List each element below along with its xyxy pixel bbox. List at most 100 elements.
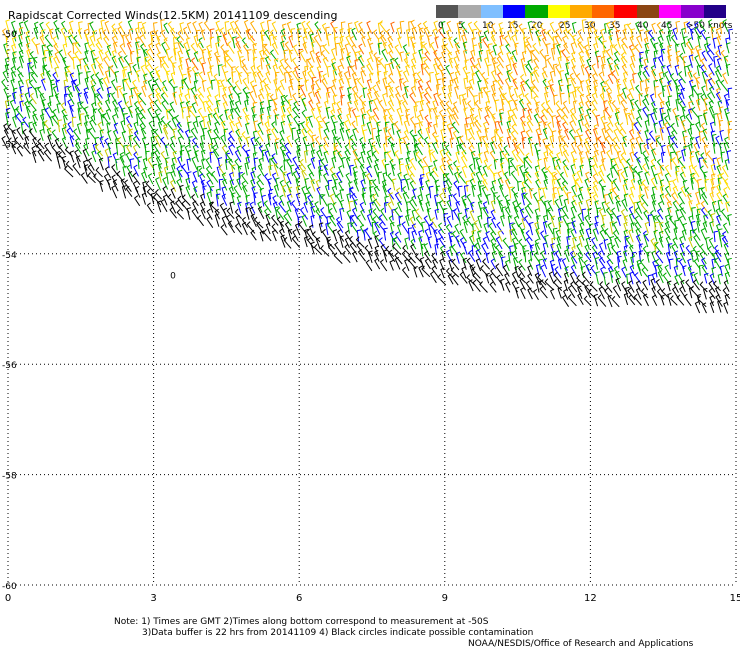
wind-barb bbox=[462, 257, 468, 270]
wind-barb bbox=[535, 101, 540, 113]
wind-barb bbox=[629, 271, 634, 285]
wind-barb bbox=[18, 55, 24, 69]
wind-barb bbox=[570, 264, 578, 277]
wind-barb bbox=[619, 92, 628, 104]
wind-barb bbox=[228, 130, 235, 142]
wind-barb bbox=[369, 193, 375, 206]
wind-barb bbox=[594, 35, 600, 49]
wind-barb bbox=[440, 68, 446, 83]
wind-barb bbox=[366, 155, 372, 169]
wind-barb bbox=[331, 156, 336, 169]
wind-barb bbox=[541, 108, 548, 121]
wind-barb bbox=[524, 167, 532, 178]
wind-barb bbox=[542, 127, 548, 140]
wind-barb bbox=[546, 29, 554, 41]
wind-barb bbox=[567, 228, 572, 241]
wind-barb bbox=[675, 43, 680, 55]
y-tick-label: -54 bbox=[2, 251, 17, 261]
wind-barb bbox=[494, 128, 499, 142]
wind-barb bbox=[653, 42, 659, 55]
wind-barb bbox=[299, 49, 307, 63]
wind-barb bbox=[145, 180, 155, 193]
wind-barb bbox=[584, 122, 592, 135]
wind-barb bbox=[431, 166, 439, 178]
wind-barb bbox=[196, 165, 202, 177]
wind-barb bbox=[486, 49, 491, 63]
wind-barb bbox=[155, 92, 162, 105]
wind-barb bbox=[187, 88, 192, 99]
wind-barb bbox=[674, 219, 679, 233]
wind-barb bbox=[537, 158, 542, 170]
x-tick-label: 0 bbox=[5, 593, 11, 604]
wind-barb bbox=[46, 44, 53, 56]
wind-barb bbox=[207, 113, 213, 126]
wind-barb bbox=[316, 149, 322, 162]
wind-barb bbox=[119, 151, 125, 163]
wind-barb bbox=[716, 164, 722, 178]
wind-barb bbox=[619, 157, 627, 171]
wind-barb bbox=[393, 236, 402, 250]
wind-barb bbox=[635, 136, 642, 150]
wind-barb bbox=[106, 122, 111, 134]
wind-barb bbox=[634, 215, 642, 229]
wind-barb bbox=[426, 207, 432, 221]
wind-barb bbox=[257, 163, 265, 177]
wind-barb bbox=[602, 40, 607, 54]
annotation-label: 0 bbox=[170, 272, 176, 282]
wind-barb bbox=[192, 120, 199, 134]
wind-barb bbox=[615, 200, 621, 212]
wind-barb bbox=[39, 128, 44, 142]
wind-barb bbox=[454, 63, 461, 76]
wind-barb bbox=[612, 229, 622, 243]
wind-barb bbox=[665, 236, 672, 249]
wind-barb bbox=[561, 106, 569, 119]
wind-barb bbox=[550, 215, 556, 228]
wind-barb bbox=[327, 243, 336, 256]
wind-barb bbox=[116, 85, 121, 98]
wind-barb bbox=[569, 271, 577, 285]
wind-barb bbox=[10, 65, 17, 77]
wind-barb bbox=[722, 19, 729, 33]
wind-barb bbox=[561, 185, 569, 198]
wind-barb bbox=[524, 205, 532, 219]
wind-barb bbox=[607, 242, 612, 255]
wind-barb bbox=[15, 105, 24, 119]
wind-barb bbox=[170, 135, 176, 148]
wind-barb bbox=[463, 107, 468, 120]
wind-barb bbox=[271, 214, 279, 226]
wind-barb bbox=[598, 256, 606, 269]
wind-barb bbox=[574, 135, 579, 147]
wind-barb bbox=[623, 166, 629, 178]
wind-barb bbox=[664, 221, 671, 234]
wind-barb bbox=[509, 222, 514, 235]
wind-barb bbox=[224, 109, 229, 120]
wind-barb bbox=[504, 206, 512, 219]
wind-barb bbox=[702, 221, 708, 233]
wind-barb bbox=[213, 127, 221, 140]
wind-barb bbox=[484, 77, 489, 90]
wind-barb bbox=[218, 114, 226, 126]
wind-barb bbox=[523, 215, 532, 229]
wind-barb bbox=[499, 150, 505, 162]
wind-barb bbox=[654, 264, 660, 278]
wind-barb bbox=[372, 150, 379, 162]
wind-barb bbox=[126, 164, 134, 178]
wind-barb bbox=[14, 136, 24, 149]
wind-barb bbox=[623, 193, 629, 207]
wind-barb bbox=[314, 90, 321, 104]
wind-barb bbox=[564, 266, 570, 278]
wind-barb bbox=[22, 116, 30, 128]
wind-barb bbox=[142, 181, 147, 193]
wind-barb bbox=[714, 69, 721, 83]
wind-barb bbox=[197, 214, 205, 227]
wind-barb bbox=[226, 58, 234, 71]
wind-barb bbox=[229, 201, 234, 214]
wind-barb bbox=[372, 208, 381, 221]
wind-barb bbox=[332, 78, 337, 90]
wind-barb bbox=[625, 286, 630, 298]
wind-barb bbox=[387, 172, 395, 185]
wind-barb bbox=[462, 98, 467, 111]
wind-barb bbox=[283, 49, 288, 63]
wind-barb bbox=[212, 148, 220, 162]
wind-barb bbox=[355, 236, 365, 248]
